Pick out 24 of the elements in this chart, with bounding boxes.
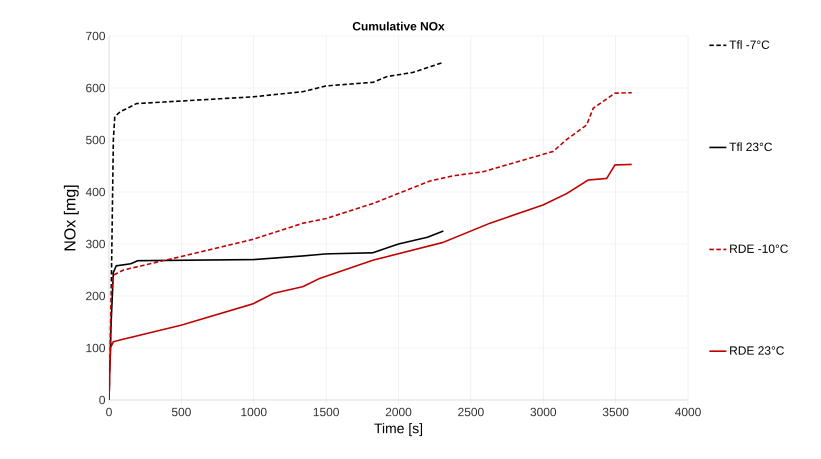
x-tick-label: 0 [106,408,112,416]
legend-label: Tfl -7°C [729,40,770,49]
legend-label: RDE -10°C [730,244,788,253]
chart-title: Cumulative NOx [352,22,445,30]
y-tick-label: 500 [86,136,106,144]
x-axis-title: Time [s] [374,423,422,436]
y-tick-label: 100 [86,344,106,352]
x-tick-label: 2000 [386,408,412,416]
x-tick-label: 1000 [241,408,267,416]
x-tick-label: 2500 [458,408,484,416]
y-tick-label: 700 [86,32,106,40]
y-tick-label: 400 [86,188,106,196]
x-tick-label: 4000 [674,408,701,416]
y-tick-label: 300 [86,240,106,248]
y-tick-label: 600 [86,84,106,92]
y-tick-label: 200 [86,292,106,300]
x-tick-label: 500 [172,408,191,416]
legend-label: Tfl 23°C [729,142,772,152]
x-tick-label: 3000 [530,408,556,416]
legend-label: RDE 23°C [730,346,784,355]
x-tick-label: 3500 [602,408,628,416]
y-tick-label: 0 [99,396,106,404]
x-tick-label: 1500 [314,408,339,416]
y-axis-title: NOx [mg] [64,185,79,250]
